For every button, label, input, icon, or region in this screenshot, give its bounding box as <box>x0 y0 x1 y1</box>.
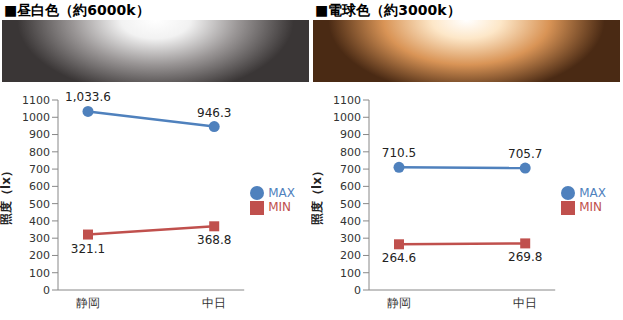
html-text:■電球色（約3000k）: ■電球色（約3000k） <box>315 2 461 18</box>
svg-text:1000: 1000 <box>333 111 361 124</box>
svg-text:300: 300 <box>29 232 50 245</box>
html-text:MIN: MIN <box>268 200 292 214</box>
svg-text:300: 300 <box>340 232 361 245</box>
svg-text:照度（lx）: 照度（lx） <box>311 165 324 225</box>
svg-text:321.1: 321.1 <box>71 242 105 256</box>
svg-text:264.6: 264.6 <box>382 251 416 265</box>
svg-text:900: 900 <box>340 128 361 141</box>
svg-text:700: 700 <box>29 163 50 176</box>
svg-text:中日: 中日 <box>513 296 537 310</box>
svg-text:500: 500 <box>340 198 361 211</box>
svg-text:照度（lx）: 照度（lx） <box>0 165 13 225</box>
svg-text:1,033.6: 1,033.6 <box>65 90 111 104</box>
svg-text:710.5: 710.5 <box>382 146 416 160</box>
svg-text:100: 100 <box>29 267 50 280</box>
svg-text:800: 800 <box>340 146 361 159</box>
svg-text:705.7: 705.7 <box>508 147 542 161</box>
svg-text:200: 200 <box>29 249 50 262</box>
svg-text:100: 100 <box>340 267 361 280</box>
svg-text:1000: 1000 <box>22 111 50 124</box>
html-text:MIN: MIN <box>579 200 603 214</box>
svg-text:269.8: 269.8 <box>508 250 542 264</box>
svg-text:中日: 中日 <box>202 296 226 310</box>
svg-text:静岡: 静岡 <box>76 296 100 310</box>
html-text:MAX: MAX <box>579 185 606 200</box>
svg-text:400: 400 <box>29 215 50 228</box>
svg-text:1100: 1100 <box>333 94 361 107</box>
svg-text:0: 0 <box>354 284 361 297</box>
svg-text:900: 900 <box>29 128 50 141</box>
svg-text:600: 600 <box>29 180 50 193</box>
svg-text:500: 500 <box>29 198 50 211</box>
svg-text:946.3: 946.3 <box>197 106 231 120</box>
svg-text:800: 800 <box>29 146 50 159</box>
svg-text:1100: 1100 <box>22 94 50 107</box>
html-text:■昼白色（約6000k）: ■昼白色（約6000k） <box>4 2 150 18</box>
svg-text:368.8: 368.8 <box>197 233 231 247</box>
svg-text:400: 400 <box>340 215 361 228</box>
html-text:MAX: MAX <box>268 185 295 200</box>
svg-text:600: 600 <box>340 180 361 193</box>
svg-text:0: 0 <box>43 284 50 297</box>
svg-text:700: 700 <box>340 163 361 176</box>
svg-text:200: 200 <box>340 249 361 262</box>
svg-text:静岡: 静岡 <box>387 296 411 310</box>
